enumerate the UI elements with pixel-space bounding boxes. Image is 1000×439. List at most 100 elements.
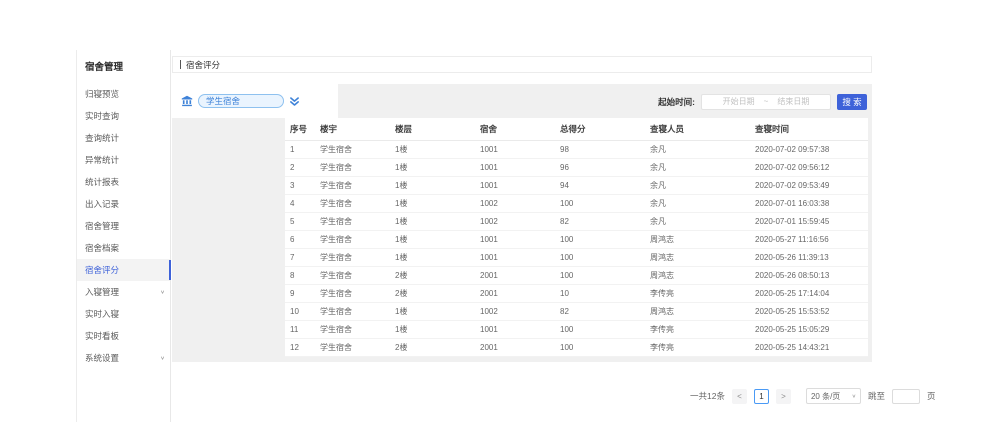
- table-cell: 余凡: [645, 194, 750, 213]
- table-row: 10 学生宿舍 1楼 1002 82 周鸿志 2020-05-25 15:53:52: [285, 302, 868, 321]
- prev-page-button[interactable]: <: [731, 388, 747, 404]
- table-cell: 余凡: [645, 140, 750, 159]
- table-cell: 1001: [475, 140, 555, 159]
- sidebar-item-abnormal-stats[interactable]: 异常统计: [77, 149, 170, 171]
- score-table: 序号 楼宇 楼层 宿舍 总得分 查寝人员 查寝时间 1 学生宿舍 1楼 1001 98 余凡 2020-…: [285, 118, 868, 357]
- table-cell: 1001: [475, 176, 555, 195]
- sidebar-item-realtime-query[interactable]: 实时查询: [77, 105, 170, 127]
- table-cell: 2020-05-27 11:16:56: [750, 230, 868, 249]
- column-header: 宿舍: [475, 118, 555, 141]
- building-icon: [181, 95, 193, 107]
- sidebar-item-label: 实时看板: [85, 331, 120, 341]
- table-cell: 1002: [475, 194, 555, 213]
- table-cell: 1001: [475, 230, 555, 249]
- table-cell: 94: [555, 176, 645, 195]
- sidebar-item-system-settings[interactable]: 系统设置 ∨: [77, 347, 170, 369]
- table-cell: 2楼: [390, 338, 475, 357]
- total-count-label: 一共12条: [690, 391, 725, 401]
- breadcrumb: 宿舍评分: [172, 56, 872, 73]
- table-cell: 12: [285, 338, 315, 357]
- column-header: 楼宇: [315, 118, 390, 141]
- sidebar-item-stat-report[interactable]: 统计报表: [77, 171, 170, 193]
- page-size-select[interactable]: 20 条/页 ∨: [805, 388, 861, 404]
- table-cell: 1002: [475, 212, 555, 231]
- table-cell: 1001: [475, 248, 555, 267]
- column-header: 总得分: [555, 118, 645, 141]
- page-title: 宿舍评分: [186, 59, 221, 70]
- time-range-label: 起始时间:: [658, 96, 695, 107]
- sidebar-item-dorm-manage[interactable]: 宿舍管理: [77, 215, 170, 237]
- column-header: 查寝时间: [750, 118, 868, 141]
- table-cell: 学生宿舍: [315, 140, 390, 159]
- table-cell: 1楼: [390, 176, 475, 195]
- table-cell: 100: [555, 266, 645, 285]
- table-cell: 2001: [475, 284, 555, 303]
- table-cell: 2020-05-26 08:50:13: [750, 266, 868, 285]
- sidebar-item-label: 宿舍档案: [85, 243, 120, 253]
- dorm-selector-input[interactable]: 学生宿舍: [198, 94, 284, 108]
- table-cell: 100: [555, 320, 645, 339]
- table-row: 9 学生宿舍 2楼 2001 10 李传亮 2020-05-25 17:14:04: [285, 284, 868, 303]
- table-cell: 学生宿舍: [315, 194, 390, 213]
- table-cell: 1楼: [390, 212, 475, 231]
- sidebar-item-inout-records[interactable]: 出入记录: [77, 193, 170, 215]
- jump-page-input[interactable]: [891, 388, 920, 404]
- table-cell: 2020-05-25 15:05:29: [750, 320, 868, 339]
- jump-page-suffix: 页: [926, 391, 936, 401]
- current-page-button[interactable]: 1: [753, 388, 769, 404]
- double-chevron-down-icon[interactable]: [289, 96, 300, 107]
- table-cell: 2001: [475, 338, 555, 357]
- table-cell: 周鸿志: [645, 302, 750, 321]
- sidebar-item-realtime-checkin[interactable]: 实时入寝: [77, 303, 170, 325]
- next-page-button[interactable]: >: [775, 388, 791, 404]
- sidebar-menu: 归寝预览 实时查询 查询统计 异常统计 统计报表 出入记录 宿舍管理 宿舍档案 宿舍评分 入寝管理…: [77, 83, 171, 369]
- sidebar-title: 宿舍管理: [85, 62, 124, 73]
- table-cell: 100: [555, 230, 645, 249]
- table-cell: 2020-05-25 15:53:52: [750, 302, 868, 321]
- chevron-down-icon: ∨: [160, 355, 165, 362]
- sidebar-item-realtime-board[interactable]: 实时看板: [77, 325, 170, 347]
- table-cell: 2020-05-25 14:43:21: [750, 338, 868, 357]
- table-cell: 学生宿舍: [315, 302, 390, 321]
- sidebar: 宿舍管理 归寝预览 实时查询 查询统计 异常统计 统计报表 出入记录 宿舍管理 宿舍档案 宿舍评…: [76, 50, 171, 422]
- table-cell: 周鸿志: [645, 248, 750, 267]
- dorm-selector-value: 学生宿舍: [206, 96, 241, 106]
- sidebar-item-dorm-score[interactable]: 宿舍评分: [77, 259, 171, 281]
- table-cell: 6: [285, 230, 315, 249]
- table-cell: 2020-07-02 09:53:49: [750, 176, 868, 195]
- table-cell: 100: [555, 248, 645, 267]
- table-cell: 7: [285, 248, 315, 267]
- table-cell: 2楼: [390, 266, 475, 285]
- table-cell: 1楼: [390, 248, 475, 267]
- pagination: 一共12条 < 1 > 20 条/页 ∨ 跳至 页: [690, 387, 936, 405]
- table-cell: 9: [285, 284, 315, 303]
- table-cell: 82: [555, 212, 645, 231]
- table-cell: 100: [555, 338, 645, 357]
- sidebar-item-label: 宿舍管理: [85, 221, 120, 231]
- date-range-input[interactable]: 开始日期 ~ 结束日期: [701, 93, 831, 110]
- table-cell: 1楼: [390, 158, 475, 177]
- table-cell: 1楼: [390, 230, 475, 249]
- table-cell: 1楼: [390, 140, 475, 159]
- sidebar-item-return-preview[interactable]: 归寝预览: [77, 83, 170, 105]
- sidebar-item-checkin-manage[interactable]: 入寝管理 ∨: [77, 281, 170, 303]
- sidebar-item-query-stats[interactable]: 查询统计: [77, 127, 170, 149]
- table-cell: 1楼: [390, 194, 475, 213]
- table-cell: 学生宿舍: [315, 230, 390, 249]
- table-cell: 周鸿志: [645, 230, 750, 249]
- table-cell: 余凡: [645, 176, 750, 195]
- sidebar-item-label: 统计报表: [85, 177, 120, 187]
- sidebar-item-label: 归寝预览: [85, 89, 120, 99]
- sidebar-item-label: 查询统计: [85, 133, 120, 143]
- chevron-down-icon: ∨: [160, 289, 165, 296]
- table-cell: 4: [285, 194, 315, 213]
- table-cell: 1: [285, 140, 315, 159]
- table-cell: 学生宿舍: [315, 176, 390, 195]
- table-cell: 8: [285, 266, 315, 285]
- sidebar-item-label: 入寝管理: [85, 287, 120, 297]
- search-button[interactable]: 搜 索: [837, 93, 867, 110]
- table-cell: 学生宿舍: [315, 248, 390, 267]
- sidebar-item-dorm-archives[interactable]: 宿舍档案: [77, 237, 170, 259]
- column-header: 楼层: [390, 118, 475, 141]
- table-cell: 2020-05-26 11:39:13: [750, 248, 868, 267]
